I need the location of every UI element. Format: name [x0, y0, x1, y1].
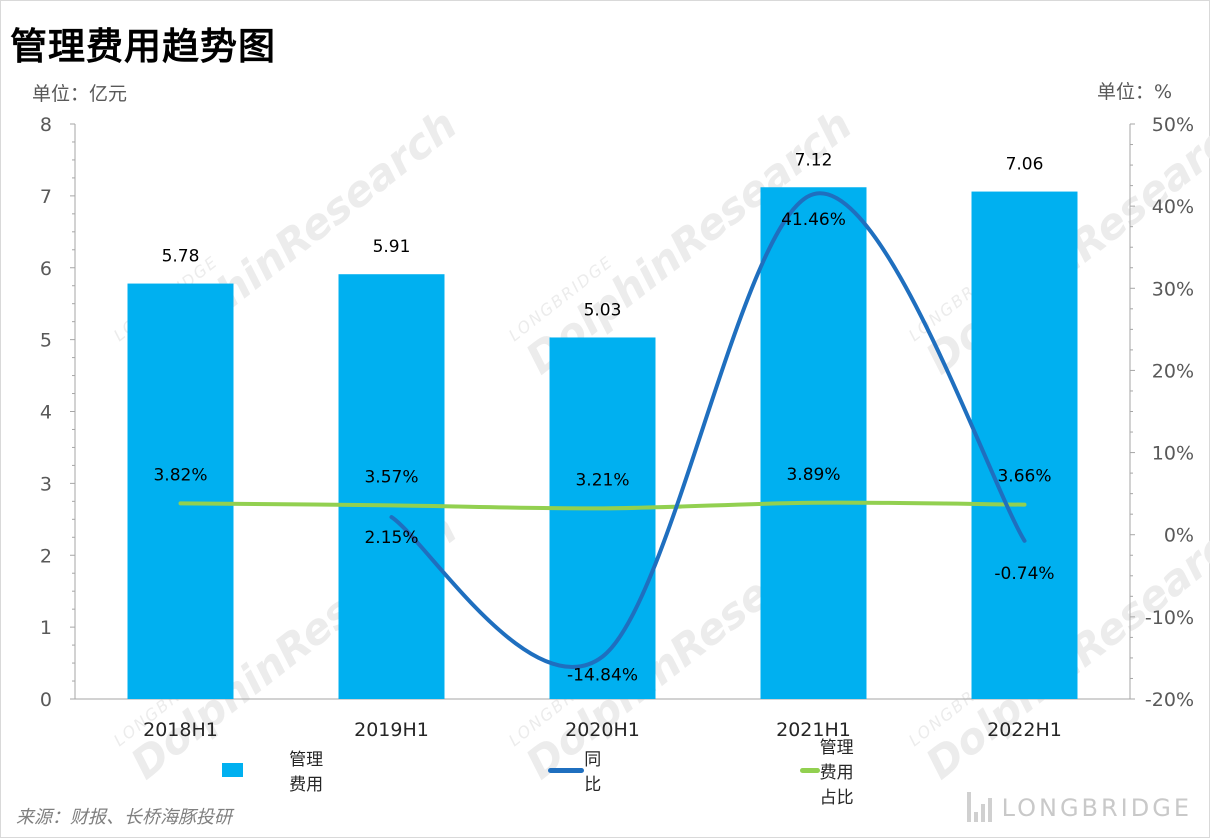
bar-value-label: 7.06 [1006, 155, 1044, 175]
left-axis-unit: 单位：亿元 [32, 83, 128, 105]
legend-swatch-ratio [800, 767, 820, 773]
right-tick-label: 20% [1152, 360, 1194, 382]
source-note: 来源：财报、长桥海豚投研 [16, 807, 232, 828]
right-tick-label: 10% [1152, 443, 1194, 465]
right-tick-label: 0% [1164, 525, 1194, 547]
bar-value-label: 5.03 [584, 300, 622, 320]
ratio-value-label: 3.66% [997, 467, 1051, 487]
bar-value-label: 5.78 [162, 247, 200, 267]
left-tick-label: 4 [40, 402, 52, 424]
left-tick-label: 6 [40, 258, 52, 280]
bar-value-label: 7.12 [795, 150, 833, 170]
right-tick-label: -10% [1145, 607, 1194, 629]
legend-item-expense: 管理费用 [222, 750, 325, 795]
left-tick-label: 5 [40, 330, 52, 352]
bar-2019H1 [338, 274, 445, 699]
yoy-line [389, 191, 1027, 669]
x-tick-label: 2018H1 [143, 719, 218, 741]
legend-item-yoy: 同比 [548, 750, 611, 795]
x-tick-label: 2021H1 [776, 719, 851, 741]
x-tick-label: 2020H1 [565, 719, 640, 741]
legend-label-yoy: 同比 [584, 750, 602, 795]
logo-bars-icon [966, 792, 992, 822]
right-tick-label: 50% [1152, 114, 1194, 136]
ratio-value-label: 3.82% [153, 465, 207, 485]
legend-swatch-expense [222, 763, 244, 777]
ratio-value-label: 3.89% [786, 465, 840, 485]
yoy-value-label: 2.15% [364, 528, 418, 548]
left-tick-label: 1 [40, 617, 52, 639]
right-tick-label: -20% [1145, 689, 1194, 711]
ratio-value-label: 3.21% [575, 470, 629, 490]
right-axis-unit: 单位：% [1096, 81, 1172, 103]
left-tick-label: 3 [40, 473, 52, 495]
yoy-value-label: 41.46% [781, 210, 846, 230]
bar-value-label: 5.91 [373, 237, 411, 257]
x-tick-label: 2019H1 [354, 719, 429, 741]
yoy-value-label: -14.84% [567, 666, 638, 686]
right-tick-label: 30% [1152, 278, 1194, 300]
legend-swatch-yoy [548, 767, 585, 773]
yoy-value-label: -0.74% [994, 564, 1054, 584]
left-tick-label: 2 [40, 545, 52, 567]
bar-2020H1 [549, 337, 656, 699]
bar-2018H1 [127, 283, 234, 699]
legend-label-ratio: 管理费用占比 [819, 737, 854, 808]
x-tick-label: 2022H1 [987, 719, 1062, 741]
ratio-value-label: 3.57% [364, 467, 418, 487]
longbridge-logo: LONGBRIDGE [966, 792, 1192, 822]
left-tick-label: 8 [40, 114, 52, 136]
legend-item-ratio: 管理费用占比 [800, 738, 863, 808]
bar-2022H1 [971, 191, 1078, 699]
bar-2021H1 [760, 187, 867, 699]
right-tick-label: 40% [1152, 196, 1194, 218]
logo-text: LONGBRIDGE [1001, 794, 1192, 822]
legend-label-expense: 管理费用 [289, 750, 324, 795]
left-tick-label: 7 [40, 186, 52, 208]
chart-title: 管理费用趋势图 [10, 25, 276, 68]
left-tick-label: 0 [40, 689, 52, 711]
